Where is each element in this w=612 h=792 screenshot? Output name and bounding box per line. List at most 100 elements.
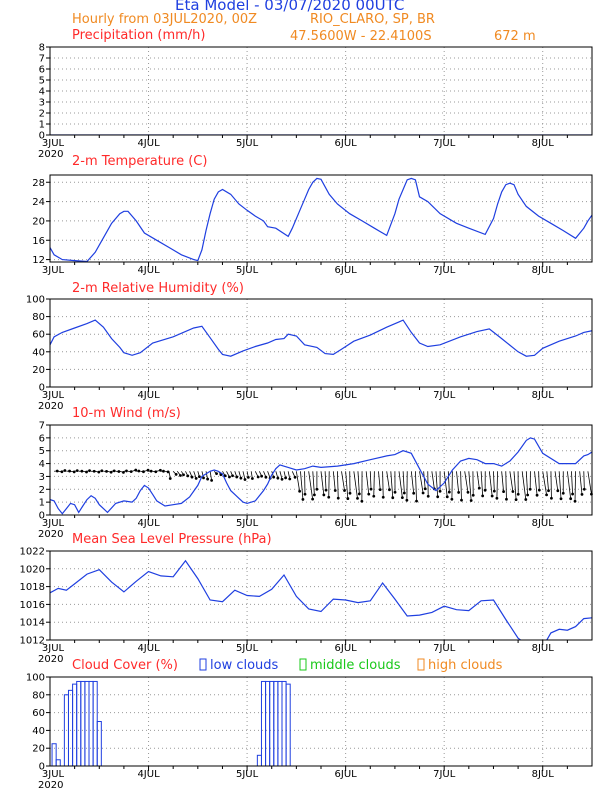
panel-title: Cloud Cover (%) (72, 658, 178, 673)
wind-arrow-head (293, 475, 297, 479)
wind-arrow (353, 471, 358, 499)
wind-arrow-head (288, 477, 292, 481)
wind-arrow-head (284, 476, 288, 480)
wind-arrow-head (194, 476, 198, 480)
wind-arrow (558, 471, 562, 499)
plot-frame (49, 298, 593, 388)
wind-arrow (509, 471, 514, 492)
x-tick-label: 5JUL (236, 138, 259, 149)
legend-swatch (299, 658, 307, 671)
wind-arrow-head (524, 498, 528, 501)
wind-arrow-head (393, 490, 397, 494)
x-year-label: 2020 (38, 654, 63, 665)
y-tick-label: 0 (39, 511, 45, 522)
x-tick-label: 8JUL (532, 390, 555, 401)
wind-arrow-head (367, 492, 371, 496)
y-tick-label: 1012 (20, 636, 45, 647)
wind-arrow-head (356, 496, 359, 500)
y-tick-label: 7 (39, 54, 45, 65)
wind-arrow-head (535, 493, 539, 497)
wind-arrow-head (228, 475, 231, 479)
run-info: Hourly from 03JUL2020, 00Z (72, 12, 258, 27)
wind-arrow-head (438, 489, 442, 493)
wind-arrow-head (129, 470, 133, 473)
wind-arrow-head (303, 492, 307, 496)
wind-arrow (447, 471, 450, 493)
y-tick-label: 1 (39, 120, 45, 131)
y-tick-label: 0 (39, 762, 45, 773)
panel-title: 2-m Temperature (C) (72, 154, 207, 169)
wind-arrow-head (246, 475, 250, 479)
legend-label: low clouds (210, 658, 279, 673)
wind-arrow-head (537, 488, 541, 492)
y-tick-label: 80 (32, 690, 45, 701)
wind-arrow (554, 471, 559, 491)
wind-arrow (587, 471, 592, 495)
plot-frame (49, 46, 593, 136)
wind-arrow-head (405, 498, 409, 502)
wind-arrow (496, 471, 498, 499)
wind-arrow-head (162, 469, 165, 473)
y-tick-label: 1016 (20, 600, 45, 611)
rh-series-line (50, 319, 592, 357)
y-tick-label: 5 (39, 76, 45, 87)
wind-arrow-head (483, 488, 487, 492)
plot-frame (49, 676, 593, 767)
plot-frame (49, 550, 593, 641)
x-tick-label: 4JUL (137, 390, 160, 401)
wind-arrow-head (166, 470, 170, 474)
wind-arrow-head (327, 495, 331, 499)
x-tick-label: 3JUL (42, 390, 65, 401)
x-tick-label: 4JUL (137, 518, 160, 529)
cloud-bar (51, 743, 57, 767)
y-tick-label: 5 (39, 446, 45, 457)
wind-arrow-head (490, 494, 494, 498)
wind-arrow-head (174, 472, 178, 476)
wind-arrow-head (276, 476, 280, 480)
wind-arrow-head (346, 497, 350, 500)
wind-arrow-head (105, 469, 108, 473)
y-tick-label: 0 (39, 131, 45, 142)
wind-arrow (419, 471, 424, 494)
temp-series-line (50, 177, 592, 262)
wind-arrow (382, 471, 384, 498)
x-tick-label: 3JUL (42, 138, 65, 149)
wind-arrow-head (231, 474, 234, 478)
wind-arrow-head (68, 469, 71, 473)
cloud-bar (72, 683, 78, 767)
wind-arrow-head (423, 487, 427, 491)
wind-arrow-head (55, 469, 59, 473)
x-tick-label: 6JUL (335, 769, 358, 780)
wind-arrow (546, 471, 549, 491)
y-tick-label: 1020 (20, 564, 45, 575)
x-year-label: 2020 (38, 529, 63, 540)
x-tick-label: 5JUL (236, 390, 259, 401)
wind-arrow-head (561, 491, 565, 495)
x-tick-label: 6JUL (335, 518, 358, 529)
wind-arrow (341, 471, 345, 491)
y-tick-label: 24 (32, 197, 45, 208)
y-tick-label: 40 (32, 347, 45, 358)
x-tick-label: 6JUL (335, 265, 358, 276)
wind-arrow-head (402, 491, 406, 495)
wind-arrow-head (179, 474, 182, 477)
wind-arrow-head (502, 490, 505, 493)
cloud-bar (76, 680, 82, 767)
wind-arrow-head (460, 498, 463, 502)
cloud-bar (88, 680, 94, 767)
elevation: 672 m (494, 29, 536, 44)
legend-swatch (417, 658, 425, 671)
wind-arrow-head (63, 469, 67, 472)
x-tick-label: 6JUL (335, 138, 358, 149)
panel-mslp: 1012 1014 1016 1018 1020 1022 3JUL 4JUL 5JUL 6JUL… (20, 532, 593, 665)
x-tick-label: 6JUL (335, 643, 358, 654)
wind-arrow (402, 471, 405, 494)
y-tick-label: 60 (32, 708, 45, 719)
wind-arrow-head (122, 470, 125, 474)
cloud-bar (96, 721, 102, 767)
wind-arrow-head (516, 492, 520, 496)
cloud-bar (84, 680, 90, 767)
x-tick-label: 8JUL (532, 769, 555, 780)
chart-title: Eta Model - 03/07/2020 00UTC (175, 0, 405, 14)
